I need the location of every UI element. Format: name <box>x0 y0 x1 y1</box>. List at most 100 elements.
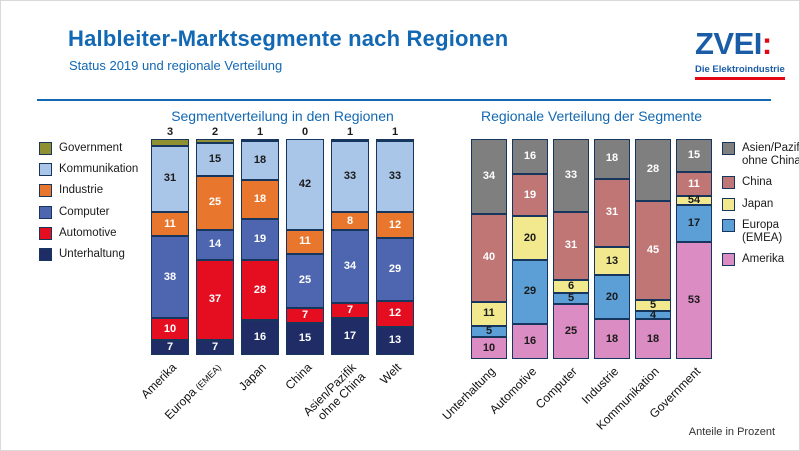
legend-label: Unterhaltung <box>59 248 125 261</box>
segment-japan: 20 <box>512 216 548 261</box>
page-title: Halbleiter-Marktsegmente nach Regionen <box>68 26 509 51</box>
legend-label: Computer <box>59 205 110 218</box>
segment-china: 31 <box>594 178 630 247</box>
segment-unterhaltung: 15 <box>286 322 324 355</box>
value-label-government: 2 <box>211 126 219 138</box>
segment-value: 15 <box>687 149 701 162</box>
segment-automotive: 7 <box>331 303 369 319</box>
segment-value: 17 <box>343 330 357 343</box>
segment-value: 7 <box>211 340 219 353</box>
segment-value: 29 <box>523 285 537 298</box>
bar-kommunikation: 28 45 5 4 18 <box>635 139 671 359</box>
bar-unterhaltung: 34 40 11 5 10 <box>471 139 507 359</box>
segment-unterhaltung: 7 <box>151 339 189 355</box>
segment-asien-pazifik-ohne-china: 16 <box>512 139 548 175</box>
x-axis-label-japan: Japan <box>236 360 270 394</box>
segment-automotive: 28 <box>241 259 279 321</box>
segment-japan: 54 <box>676 194 712 207</box>
stacked-bar: 18 18 19 28 16 <box>241 139 279 355</box>
legend-swatch-china <box>722 176 735 190</box>
legend-item-government: Government <box>39 142 151 155</box>
bar-computer: 33 31 6 5 25 <box>553 139 589 359</box>
bars-row: 3 31 11 38 10 7 2 15 25 14 37 7 1 18 18 19 28 16 0 42 11 25 7 1… <box>151 126 414 355</box>
segment-amerika: 53 <box>676 242 712 359</box>
segment-value: 10 <box>163 322 177 335</box>
segment-value: 33 <box>564 168 578 181</box>
segment-asien-pazifik-ohne-china: 28 <box>635 139 671 201</box>
segment-unterhaltung: 16 <box>241 320 279 355</box>
segment-automotive: 10 <box>151 318 189 340</box>
stacked-bar: 15 25 14 37 7 <box>196 139 234 355</box>
segment-industrie: 18 <box>241 180 279 219</box>
segment-japan: 5 <box>635 299 671 311</box>
segment-japan: 11 <box>471 301 507 326</box>
bar-china: 0 42 11 25 7 15 <box>286 126 324 355</box>
chart-title-right: Regionale Verteilung der Segmente <box>480 108 703 124</box>
legend-label: Government <box>59 142 123 154</box>
segment-value: 54 <box>687 194 701 207</box>
bar-government: 15 11 54 17 53 <box>676 139 712 359</box>
stacked-bar: 33 31 6 5 25 <box>553 139 589 359</box>
segment-value: 14 <box>208 238 222 251</box>
bar-welt: 1 33 12 29 12 13 <box>376 126 414 355</box>
segment-kommunikation: 42 <box>286 139 324 230</box>
segment-europa-emea: 29 <box>512 260 548 324</box>
segment-value: 8 <box>346 214 354 227</box>
segment-japan: 6 <box>553 279 589 293</box>
segment-value: 37 <box>208 293 222 306</box>
legend-label: Japan <box>742 197 774 210</box>
segment-computer: 14 <box>196 229 234 260</box>
legend-item-kommunikation: Kommunikation <box>39 163 151 177</box>
segment-china: 19 <box>512 174 548 217</box>
segment-industrie: 11 <box>151 212 189 237</box>
segment-government <box>376 139 414 142</box>
segment-value: 5 <box>485 325 493 337</box>
segment-amerika: 18 <box>594 319 630 359</box>
segment-value: 7 <box>346 304 354 317</box>
segment-value: 31 <box>564 239 578 252</box>
segment-government <box>196 139 234 144</box>
legend-label: Europa (EMEA) <box>742 218 783 245</box>
bar-japan: 1 18 18 19 28 16 <box>241 126 279 355</box>
segment-value: 45 <box>646 243 660 256</box>
segment-unterhaltung: 17 <box>331 318 369 355</box>
segment-kommunikation: 33 <box>376 141 414 213</box>
segment-china: 11 <box>676 172 712 197</box>
plot-area-right: 34 40 11 5 10 16 19 20 29 16 33 31 6 5 25 18 31 13 20 18 28 4… <box>440 126 712 440</box>
segment-asien-pazifik-ohne-china: 15 <box>676 139 712 173</box>
legend-label: Amerika <box>742 253 785 266</box>
bar-automotive: 16 19 20 29 16 <box>512 139 548 359</box>
stacked-bar: 33 8 34 7 17 <box>331 139 369 355</box>
legend-label: Automotive <box>59 226 117 239</box>
segment-europa-emea: 4 <box>635 309 671 320</box>
segment-value: 18 <box>605 332 619 345</box>
segment-value: 42 <box>298 177 312 190</box>
bar-industrie: 18 31 13 20 18 <box>594 139 630 359</box>
x-axis-label-welt: Welt <box>377 360 405 388</box>
segment-kommunikation: 33 <box>331 141 369 213</box>
segment-value: 34 <box>343 259 357 272</box>
segment-government <box>331 139 369 142</box>
legend-swatch-asien-pazifik-ohne-china <box>722 142 735 155</box>
segment-value: 19 <box>253 232 267 245</box>
segment-value: 12 <box>388 218 402 231</box>
legend-swatch-kommunikation <box>39 163 52 177</box>
segment-china: 45 <box>635 200 671 300</box>
segment-automotive: 12 <box>376 301 414 327</box>
legend-item-japan: Japan <box>722 197 799 211</box>
segment-value: 10 <box>482 341 496 354</box>
value-label-government: 1 <box>256 126 264 138</box>
x-axis-label-europa-emea: Europa (EMEA) <box>162 362 224 423</box>
legend-item-computer: Computer <box>39 205 151 219</box>
segment-value: 11 <box>483 307 495 320</box>
stacked-bar: 34 40 11 5 10 <box>471 139 507 359</box>
segment-value: 25 <box>564 325 578 337</box>
segment-value: 15 <box>298 332 312 345</box>
segment-value: 16 <box>523 334 537 347</box>
stacked-bar: 16 19 20 29 16 <box>512 139 548 359</box>
segment-asien-pazifik-ohne-china: 18 <box>594 139 630 179</box>
legend-label: Kommunikation <box>59 163 139 176</box>
segment-value: 18 <box>253 193 267 206</box>
